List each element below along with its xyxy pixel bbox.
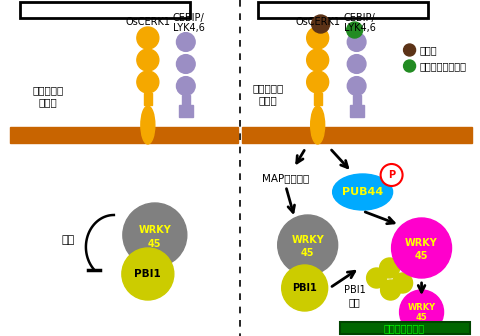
Text: 受容体: 受容体 xyxy=(38,97,57,107)
Bar xyxy=(353,95,360,106)
Text: WRKY: WRKY xyxy=(291,235,324,245)
Text: キチン: キチン xyxy=(420,45,437,55)
Text: 45: 45 xyxy=(416,313,427,323)
Text: 免疫関連遣伝子: 免疫関連遣伝子 xyxy=(384,323,425,333)
Text: MAPキナーゼ: MAPキナーゼ xyxy=(262,173,309,183)
Circle shape xyxy=(177,55,195,73)
Text: PBI1: PBI1 xyxy=(134,269,161,279)
Text: 分解: 分解 xyxy=(349,297,360,307)
Text: LYK4,6: LYK4,6 xyxy=(344,23,375,33)
Bar xyxy=(258,2,428,18)
Ellipse shape xyxy=(333,174,393,210)
Circle shape xyxy=(282,265,328,311)
Text: CEBIP/: CEBIP/ xyxy=(173,13,204,23)
Circle shape xyxy=(137,71,159,93)
Text: PBI1: PBI1 xyxy=(292,283,317,293)
Bar xyxy=(349,106,364,117)
Circle shape xyxy=(307,49,329,71)
Circle shape xyxy=(381,280,401,300)
Text: 抑制: 抑制 xyxy=(61,235,74,245)
Circle shape xyxy=(307,27,329,49)
Bar xyxy=(242,127,471,143)
Circle shape xyxy=(381,164,403,186)
Text: PBI1: PBI1 xyxy=(344,285,365,295)
Text: P: P xyxy=(388,170,395,180)
Text: 45: 45 xyxy=(148,239,162,249)
Circle shape xyxy=(393,273,413,293)
Text: 受容体: 受容体 xyxy=(258,95,277,105)
Text: WRKY: WRKY xyxy=(138,225,171,235)
Bar xyxy=(10,127,238,143)
Circle shape xyxy=(177,33,195,51)
Bar xyxy=(179,106,193,117)
Circle shape xyxy=(312,15,330,33)
Text: WRKY: WRKY xyxy=(405,238,438,248)
Circle shape xyxy=(137,49,159,71)
Text: OsCERK1: OsCERK1 xyxy=(295,17,340,27)
Circle shape xyxy=(307,71,329,93)
Text: ペプチドグリカン: ペプチドグリカン xyxy=(420,61,467,71)
Bar xyxy=(340,322,469,334)
Bar xyxy=(144,93,152,105)
Text: 45: 45 xyxy=(415,251,428,261)
Bar xyxy=(182,95,190,106)
Circle shape xyxy=(348,33,366,51)
Text: LYK4,6: LYK4,6 xyxy=(173,23,205,33)
Bar xyxy=(20,2,190,18)
Ellipse shape xyxy=(311,106,324,144)
Text: WRKY: WRKY xyxy=(408,303,436,312)
Circle shape xyxy=(348,55,366,73)
Circle shape xyxy=(347,22,362,38)
Text: 45: 45 xyxy=(301,248,314,258)
Text: PUB44: PUB44 xyxy=(342,187,383,197)
Circle shape xyxy=(399,290,444,334)
Circle shape xyxy=(404,44,416,56)
Circle shape xyxy=(278,215,337,275)
Circle shape xyxy=(392,218,452,278)
Text: OsCERK1: OsCERK1 xyxy=(125,17,170,27)
Circle shape xyxy=(137,27,159,49)
Circle shape xyxy=(177,77,195,95)
Circle shape xyxy=(404,60,416,72)
Ellipse shape xyxy=(141,106,155,144)
Text: CEBIP/: CEBIP/ xyxy=(344,13,375,23)
Text: 病原菌認識: 病原菌認識 xyxy=(32,85,63,95)
Circle shape xyxy=(123,203,187,267)
Text: 病原菌認識: 病原菌認識 xyxy=(252,83,283,93)
Circle shape xyxy=(348,77,366,95)
Circle shape xyxy=(380,258,399,278)
Circle shape xyxy=(367,268,386,288)
Circle shape xyxy=(122,248,174,300)
Bar xyxy=(313,93,322,105)
